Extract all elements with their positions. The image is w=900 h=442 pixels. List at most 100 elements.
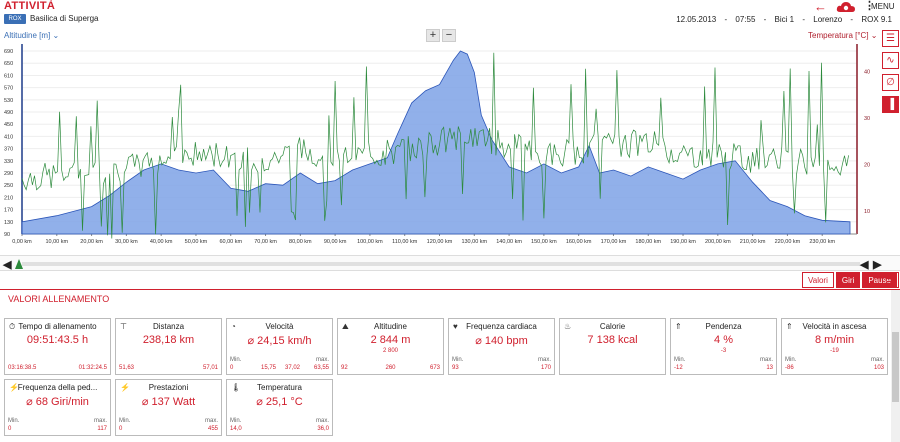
scroll-right-icon[interactable]: ▶ (873, 259, 882, 271)
y-left-tick-label: 290 (4, 171, 13, 177)
stat-max-value: 13 (766, 365, 773, 371)
stat-card[interactable]: 🌡 Temperatura ⌀ 25,1 °C Min. max. 14,0 36,0 (226, 379, 333, 436)
section-title: VALORI ALLENAMENTO (8, 294, 110, 304)
x-tick-label: 40,00 km (150, 239, 173, 245)
flame-icon: ♨ (564, 322, 572, 331)
list-view-icon[interactable]: ☰ (882, 272, 899, 288)
stat-card[interactable]: ⇑ Velocità in ascesa 8 m/min -19 Min. max. -86… (781, 318, 888, 375)
stat-sub-value: 2 800 (382, 348, 398, 354)
y-left-tick-label: 90 (4, 232, 10, 238)
stat-min-caption: Min. (230, 418, 242, 424)
stat-min-value: 14,0 (230, 426, 242, 432)
stat-label: Velocità (265, 322, 294, 331)
page-title: ATTIVITÀ (4, 0, 56, 12)
curve-icon[interactable]: ∿ (882, 52, 899, 69)
stat-left-value: 03:16:38.5 (8, 365, 37, 371)
mountain-icon: ⛰ (342, 322, 349, 331)
scroll-right-toggle-icon[interactable]: ◀ (860, 259, 869, 271)
stat-value: 7 138 kcal (587, 334, 638, 346)
zoom-out-button[interactable]: − (442, 29, 456, 42)
stat-value: ⌀ 68 Giri/min (26, 396, 89, 408)
bar-chart-icon[interactable]: ▐ (882, 96, 899, 113)
y-left-tick-label: 530 (4, 98, 13, 104)
stat-card[interactable]: ♨ Calorie 7 138 kcal (559, 318, 666, 375)
menu-icon[interactable]: ⋮ (864, 0, 875, 12)
scroll-handle[interactable] (15, 259, 23, 269)
stat-max-caption: max. (315, 357, 329, 363)
stat-value: 09:51:43.5 h (26, 334, 89, 346)
stat-value: ⌀ 137 Watt (141, 396, 196, 408)
x-tick-label: 160,00 km (566, 239, 592, 245)
vertical-scrollbar[interactable] (891, 290, 900, 442)
stat-label: Temperatura (257, 383, 302, 392)
stat-card[interactable]: ⏱ Tempo di allenamento 09:51:43.5 h 03:16:3… (4, 318, 111, 375)
stat-min-caption: Min. (785, 357, 797, 363)
stat-value: ⌀ 24,15 km/h (247, 335, 312, 347)
y-left-tick-label: 370 (4, 147, 13, 153)
tab-pauses[interactable]: Pause (862, 272, 897, 288)
stat-min-value: 92 (341, 365, 348, 371)
y-left-tick-label: 170 (4, 208, 13, 214)
y-left-tick-label: 130 (4, 220, 13, 226)
x-tick-label: 80,00 km (289, 239, 312, 245)
back-arrow-icon[interactable]: ← (814, 0, 827, 14)
stat-min-value: 0 (230, 365, 234, 371)
left-axis-select[interactable]: Altitudine [m] ⌄ (4, 31, 60, 40)
stat-card[interactable]: ⚡ Frequenza della ped... ⌀ 68 Giri/min Min.… (4, 379, 111, 436)
stat-value: 238,18 km (142, 334, 195, 346)
scroll-left-icon[interactable]: ◀ (3, 259, 12, 271)
scrollbar-thumb[interactable] (892, 332, 899, 402)
x-tick-label: 190,00 km (670, 239, 696, 245)
stat-card[interactable]: ⇑ Pendenza 4 % -3 Min. max. -12 13 (670, 318, 777, 375)
stat-sub-value: -3 (720, 348, 727, 354)
zoom-in-button[interactable]: + (426, 29, 440, 42)
y-right-tick-label: 20 (864, 162, 870, 168)
stat-right-value: 01:32:24.5 (78, 365, 107, 371)
y-left-tick-label: 650 (4, 61, 13, 67)
x-tick-label: 210,00 km (740, 239, 766, 245)
stat-min-caption: Min. (452, 357, 464, 363)
stat-min-value: 0 (119, 426, 123, 432)
section-divider (0, 289, 900, 290)
stat-value: ⌀ 140 bpm (475, 335, 528, 347)
no-filter-icon[interactable]: ∅ (882, 74, 899, 91)
stat-label: Pendenza (705, 322, 742, 331)
y-right-tick-label: 40 (864, 69, 870, 75)
stat-card[interactable]: ⚡ Prestazioni ⌀ 137 Watt Min. max. 0 455 (115, 379, 222, 436)
activity-name: Basilica di Superga (30, 14, 99, 23)
stat-max-caption: max. (204, 418, 218, 424)
stat-label: Distanza (152, 322, 185, 331)
stat-card[interactable]: ♥ Frequenza cardiaca ⌀ 140 bpm Min. max. 93 17… (448, 318, 555, 375)
heart-icon: ♥ (453, 322, 458, 331)
right-axis-select[interactable]: Temperatura [°C] ⌄ (808, 31, 878, 40)
scroll-track[interactable] (22, 262, 860, 266)
tab-bar: Valori Giri Pause (800, 272, 897, 290)
menu-button[interactable]: MENU (871, 2, 895, 11)
cloud-upload-icon[interactable] (836, 1, 856, 13)
stat-card[interactable]: ◔ Velocità ⌀ 24,15 km/h Min. max. 0 63,55 15,75… (226, 318, 333, 375)
stat-card[interactable]: ⊤ Distanza 238,18 km 51,63 57,01 (115, 318, 222, 375)
x-tick-label: 140,00 km (496, 239, 522, 245)
stat-value: 8 m/min (814, 334, 855, 346)
x-tick-label: 90,00 km (324, 239, 347, 245)
stat-mid-value: 260 (385, 365, 396, 371)
stat-card[interactable]: ⛰ Altitudine 2 844 m 2 800 92 673 260 (337, 318, 444, 375)
stat-max-caption: max. (315, 418, 329, 424)
stat-label: Frequenza cardiaca (466, 322, 537, 331)
tab-laps[interactable]: Giri (835, 272, 861, 288)
y-right-tick-label: 10 (864, 209, 870, 215)
chart-scroller[interactable]: ◀ ◀ ▶ (0, 255, 900, 271)
cadence-icon: ⚡ (9, 383, 19, 392)
x-tick-label: 70,00 km (254, 239, 277, 245)
stopwatch-icon: ⏱ (9, 322, 16, 331)
x-tick-label: 0,00 km (12, 239, 32, 245)
stat-min-value: -12 (674, 365, 683, 371)
stat-label: Velocità in ascesa (802, 322, 867, 331)
distance-icon: ⊤ (120, 322, 127, 331)
tab-values[interactable]: Valori (802, 272, 834, 288)
top-bar: ATTIVITÀ ROX Basilica di Superga ← ⋮ MEN… (0, 0, 900, 28)
x-tick-label: 50,00 km (185, 239, 208, 245)
list-icon[interactable]: ☰ (882, 30, 899, 47)
y-left-tick-label: 490 (4, 110, 13, 116)
x-tick-label: 150,00 km (531, 239, 557, 245)
